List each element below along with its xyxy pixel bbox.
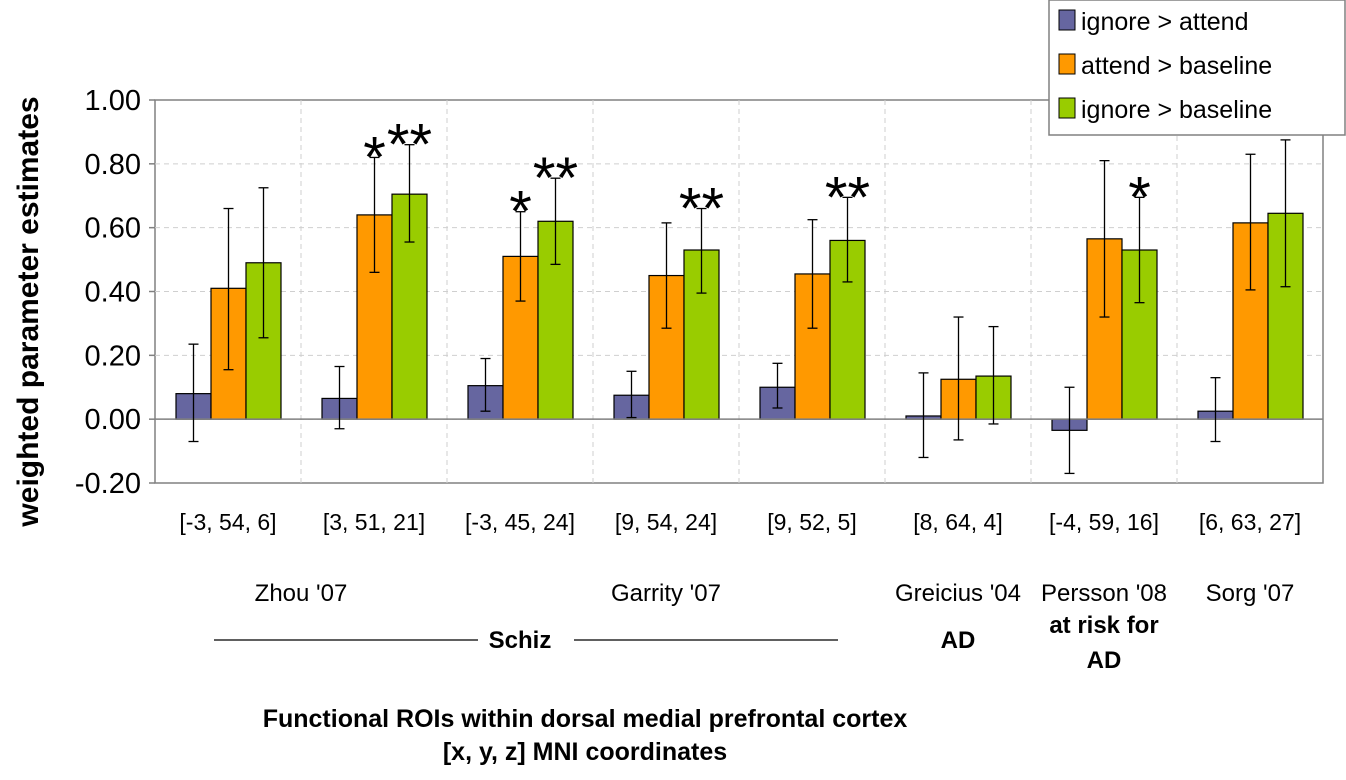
y-axis-label: weighted parameter estimates	[12, 96, 45, 527]
legend-swatch	[1058, 53, 1076, 75]
x-tick-label: [-3, 45, 24]	[465, 509, 575, 535]
legend-label: ignore > attend	[1081, 8, 1249, 36]
significance-marker: **	[387, 113, 432, 178]
y-tick-label: -0.20	[75, 468, 141, 500]
study-label: Greicius '04	[895, 580, 1021, 607]
legend-label: ignore > baseline	[1081, 96, 1272, 124]
study-label: Persson '08	[1041, 580, 1167, 607]
group-label: AD	[1087, 647, 1122, 674]
y-tick-label: 0.60	[85, 213, 141, 245]
x-tick-label: [8, 64, 4]	[913, 509, 1003, 535]
group-label: AD	[941, 627, 976, 654]
group-label: at risk for	[1049, 612, 1158, 639]
y-tick-label: 0.40	[85, 277, 141, 309]
group-label: Schiz	[489, 627, 552, 654]
y-tick-label: 1.00	[85, 85, 141, 117]
significance-marker: *	[363, 125, 386, 190]
y-tick-label: 0.20	[85, 340, 141, 372]
significance-marker: **	[679, 177, 724, 242]
y-tick-label: 0.80	[85, 149, 141, 181]
legend-box	[1048, 0, 1346, 136]
y-tick-label: 0.00	[85, 404, 141, 436]
study-label: Garrity '07	[611, 580, 721, 607]
x-tick-label: [3, 51, 21]	[323, 509, 425, 535]
significance-marker: *	[1128, 165, 1151, 230]
significance-marker: *	[509, 180, 532, 245]
x-axis-label: Functional ROIs within dorsal medial pre…	[263, 705, 908, 733]
study-label: Zhou '07	[255, 580, 348, 607]
legend-swatch	[1058, 97, 1076, 119]
x-tick-label: [-3, 54, 6]	[179, 509, 276, 535]
significance-marker: **	[533, 146, 578, 211]
legend-label: attend > baseline	[1081, 52, 1272, 80]
significance-marker: **	[825, 165, 870, 230]
x-axis-label: [x, y, z] MNI coordinates	[443, 738, 727, 766]
study-label: Sorg '07	[1206, 580, 1295, 607]
x-tick-label: [-4, 59, 16]	[1049, 509, 1159, 535]
legend-swatch	[1058, 9, 1076, 31]
x-tick-label: [9, 54, 24]	[615, 509, 717, 535]
x-tick-label: [6, 63, 27]	[1199, 509, 1301, 535]
x-tick-label: [9, 52, 5]	[767, 509, 857, 535]
